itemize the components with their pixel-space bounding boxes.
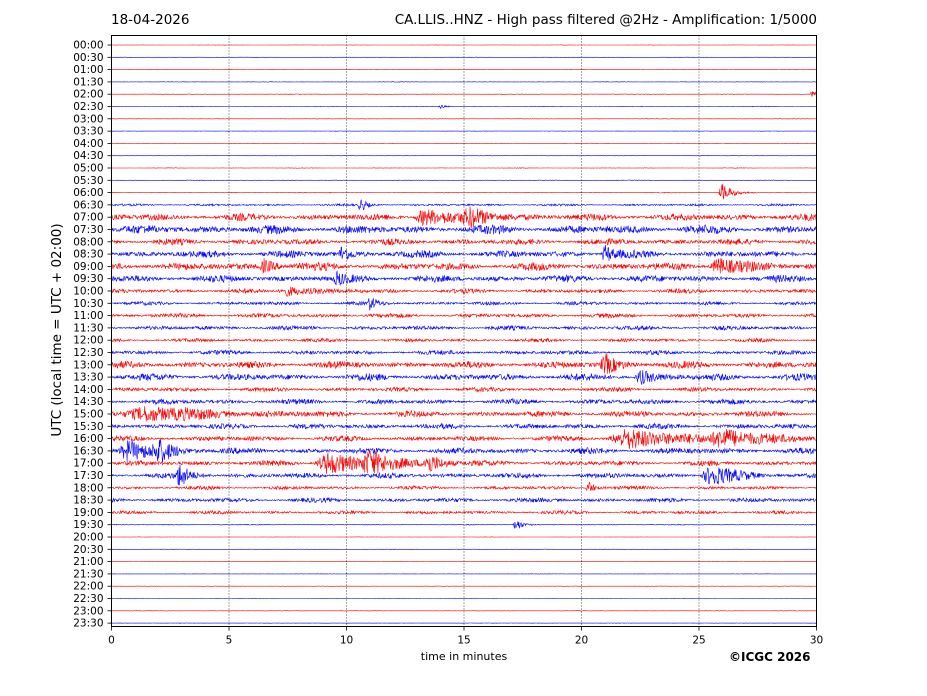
x-tick-label: 25 xyxy=(692,635,705,647)
y-tick-label: 00:00 xyxy=(73,40,103,52)
x-tick-label: 20 xyxy=(575,635,588,647)
y-tick-label: 18:30 xyxy=(73,495,103,507)
trace-row-1130 xyxy=(111,324,817,332)
y-tick-label: 07:30 xyxy=(73,224,103,236)
y-tick-label: 07:00 xyxy=(73,212,103,224)
y-tick-label: 03:30 xyxy=(73,126,103,138)
trace-row-0200 xyxy=(111,91,817,97)
trace-row-0800 xyxy=(111,238,817,246)
x-axis: 0 5 10 15 20 25 30 xyxy=(108,626,823,647)
y-tick-label: 09:00 xyxy=(73,261,103,273)
y-tick-label: 16:30 xyxy=(73,445,103,457)
date-label: 18-04-2026 xyxy=(111,12,190,28)
plot-frame xyxy=(111,35,817,627)
x-tick-label: 15 xyxy=(457,635,470,647)
y-tick-label: 18:00 xyxy=(73,482,103,494)
trace-row-1100 xyxy=(111,312,817,319)
y-tick-label: 01:30 xyxy=(73,76,103,88)
y-tick-label: 20:30 xyxy=(73,544,103,556)
x-tick-label: 5 xyxy=(226,635,233,647)
trace-row-1830 xyxy=(111,496,817,504)
y-tick-label: 05:30 xyxy=(73,175,103,187)
y-tick-label: 13:00 xyxy=(73,359,103,371)
y-tick-label: 13:30 xyxy=(73,372,103,384)
trace-row-0230 xyxy=(111,104,817,110)
trace-row-0630 xyxy=(111,199,817,211)
trace-row-0730 xyxy=(111,224,817,236)
y-axis-label: UTC (local time = UTC + 02:00) xyxy=(49,223,65,437)
y-tick-label: 14:30 xyxy=(73,396,103,408)
trace-row-1900 xyxy=(111,509,817,515)
y-tick-label: 20:00 xyxy=(73,532,103,544)
y-axis: 00:0000:3001:0001:3002:0002:3003:0003:30… xyxy=(73,40,112,630)
y-tick-label: 11:00 xyxy=(73,310,103,322)
y-tick-label: 14:00 xyxy=(73,384,103,396)
y-tick-label: 22:30 xyxy=(73,593,103,605)
y-tick-label: 19:30 xyxy=(73,519,103,531)
x-tick-label: 10 xyxy=(340,635,353,647)
x-tick-label: 0 xyxy=(108,635,115,647)
y-tick-label: 12:00 xyxy=(73,335,103,347)
y-tick-label: 15:00 xyxy=(73,409,103,421)
grid-layer xyxy=(228,35,700,627)
trace-row-0900 xyxy=(111,258,817,274)
trace-row-1400 xyxy=(111,386,817,393)
y-tick-label: 08:00 xyxy=(73,236,103,248)
y-tick-label: 21:30 xyxy=(73,568,103,580)
y-tick-label: 09:30 xyxy=(73,273,103,285)
y-tick-label: 23:00 xyxy=(73,605,103,617)
y-tick-label: 02:30 xyxy=(73,101,103,113)
trace-row-1630 xyxy=(111,439,817,463)
chart-title: CA.LLIS..HNZ - High pass filtered @2Hz -… xyxy=(394,12,817,28)
trace-row-0130 xyxy=(111,81,817,83)
y-tick-label: 22:00 xyxy=(73,581,103,593)
y-tick-label: 03:00 xyxy=(73,113,103,125)
y-tick-label: 06:30 xyxy=(73,199,103,211)
y-tick-label: 06:00 xyxy=(73,187,103,199)
y-tick-label: 17:30 xyxy=(73,470,103,482)
trace-row-1800 xyxy=(111,481,817,492)
x-axis-label: time in minutes xyxy=(420,650,508,663)
y-tick-label: 15:30 xyxy=(73,421,103,433)
trace-row-1730 xyxy=(111,464,817,486)
y-tick-label: 02:00 xyxy=(73,89,103,101)
y-tick-label: 21:00 xyxy=(73,556,103,568)
y-tick-label: 17:00 xyxy=(73,458,103,470)
y-tick-label: 16:00 xyxy=(73,433,103,445)
copyright-label: ©ICGC 2026 xyxy=(729,650,811,664)
y-tick-label: 00:30 xyxy=(73,52,103,64)
trace-row-1230 xyxy=(111,349,817,356)
x-tick-label: 30 xyxy=(810,635,823,647)
y-tick-label: 12:30 xyxy=(73,347,103,359)
y-tick-label: 19:00 xyxy=(73,507,103,519)
y-tick-label: 10:00 xyxy=(73,286,103,298)
y-tick-label: 10:30 xyxy=(73,298,103,310)
y-tick-label: 01:00 xyxy=(73,64,103,76)
y-tick-label: 11:30 xyxy=(73,322,103,334)
y-tick-label: 05:00 xyxy=(73,163,103,175)
y-tick-label: 04:00 xyxy=(73,138,103,150)
y-tick-label: 08:30 xyxy=(73,249,103,261)
y-tick-label: 23:30 xyxy=(73,618,103,630)
y-tick-label: 04:30 xyxy=(73,150,103,162)
